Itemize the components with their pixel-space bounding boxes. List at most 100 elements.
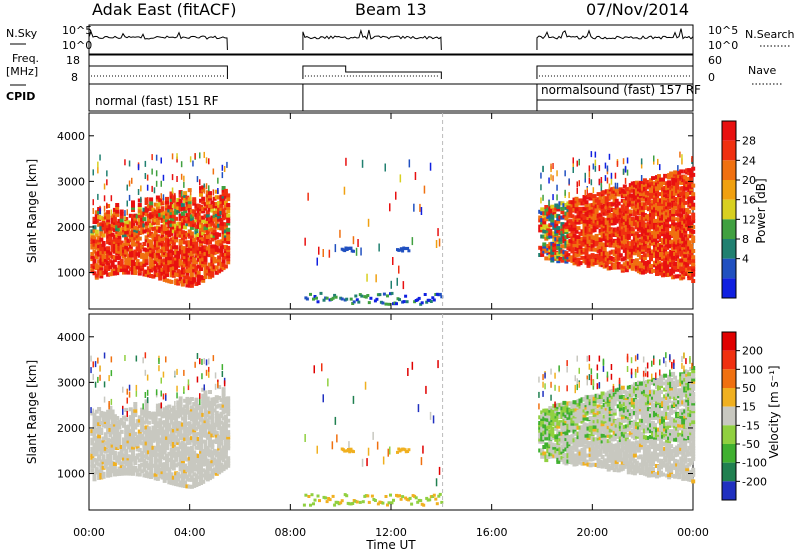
echo-cell [589,355,591,361]
echo-cell [90,367,92,373]
echo-cell [142,403,144,409]
echo-cell [312,502,315,505]
echo-cell [183,370,185,376]
echo-cell [97,358,99,364]
echo-cell [407,249,410,252]
echo-cell [176,153,178,159]
echo-cell [424,186,426,194]
nsky-panel [89,25,693,54]
echo-cell [436,240,438,248]
echo-cell [204,188,206,194]
echo-cell [317,446,319,454]
echo-cell [407,368,409,376]
echo-cell [550,164,552,170]
echo-cell [318,247,320,255]
echo-cell [398,494,401,497]
freq-panel [89,55,693,84]
echo-cell [430,163,432,171]
echo-cell [321,363,323,371]
echo-cell [127,389,129,395]
echo-cell [93,374,95,380]
echo-cell [350,247,353,250]
echo-cell [556,194,558,200]
echo-cell [362,459,364,467]
echo-cell [201,480,205,484]
echo-cell [306,298,309,301]
echo-cell [687,210,691,214]
echo-cell [217,382,219,388]
echo-cell [194,153,196,159]
echo-cell [206,157,208,163]
echo-cell [115,416,119,420]
freq-tick-bottom: 8 [71,71,78,84]
echo-cell [542,166,544,172]
echo-cell [374,499,377,502]
echo-cell [161,181,163,187]
echo-cell [585,190,587,196]
echo-cell [601,455,605,459]
echo-cell [226,197,230,201]
echo-cell [591,368,593,374]
echo-cell [303,504,306,507]
echo-cell [104,397,106,403]
echo-cell [615,173,617,179]
echo-cell [124,355,126,361]
echo-cell [136,385,138,391]
echo-cell [120,259,124,263]
echo-cell [385,164,387,172]
echo-cell [412,362,414,370]
echo-cell [156,155,158,161]
echo-cell [179,396,183,400]
echo-cell [437,360,439,368]
cpid-segment-2: normalsound (fast) 157 RF [541,83,701,97]
echo-cell [323,394,325,402]
echo-cell [345,494,348,497]
echo-cell [603,437,607,441]
echo-cell [419,204,421,212]
echo-cell [623,158,625,164]
echo-cell [127,209,129,215]
echo-cell [161,402,163,408]
echo-cell [552,194,554,200]
echo-cell [683,254,687,258]
echo-cell [192,161,194,167]
echo-cell [172,188,174,194]
echo-cell [145,406,149,410]
echo-cell [111,210,113,216]
echo-cell [145,173,147,179]
echo-cell [577,378,579,384]
echo-cell [317,300,320,303]
echo-cell [161,391,163,397]
echo-cell [627,234,631,238]
echo-cell [681,154,683,160]
echo-cell [691,255,695,259]
echo-cell [593,194,597,198]
echo-cell [575,375,577,381]
echo-cell [691,192,695,196]
echo-cell [413,204,415,212]
echo-cell [566,385,568,391]
echo-cell [201,359,203,365]
echo-cell [174,401,176,407]
echo-cell [691,239,695,243]
echo-cell [577,161,579,167]
echo-cell [391,292,394,295]
echo-cell [540,184,542,190]
echo-cell [138,164,140,170]
echo-cell [95,361,97,367]
echo-cell [131,178,133,184]
echo-cell [204,152,206,158]
echo-cell [566,367,568,373]
echo-cell [418,404,420,412]
echo-cell [398,298,401,301]
echo-cell [145,392,147,398]
echo-cell [599,382,601,388]
echo-cell [219,249,223,253]
echo-cell [579,180,581,186]
echo-cell [372,432,374,440]
echo-cell [550,369,552,375]
echo-cell [170,280,174,284]
echo-cell [593,164,595,170]
echo-cell [410,503,413,506]
